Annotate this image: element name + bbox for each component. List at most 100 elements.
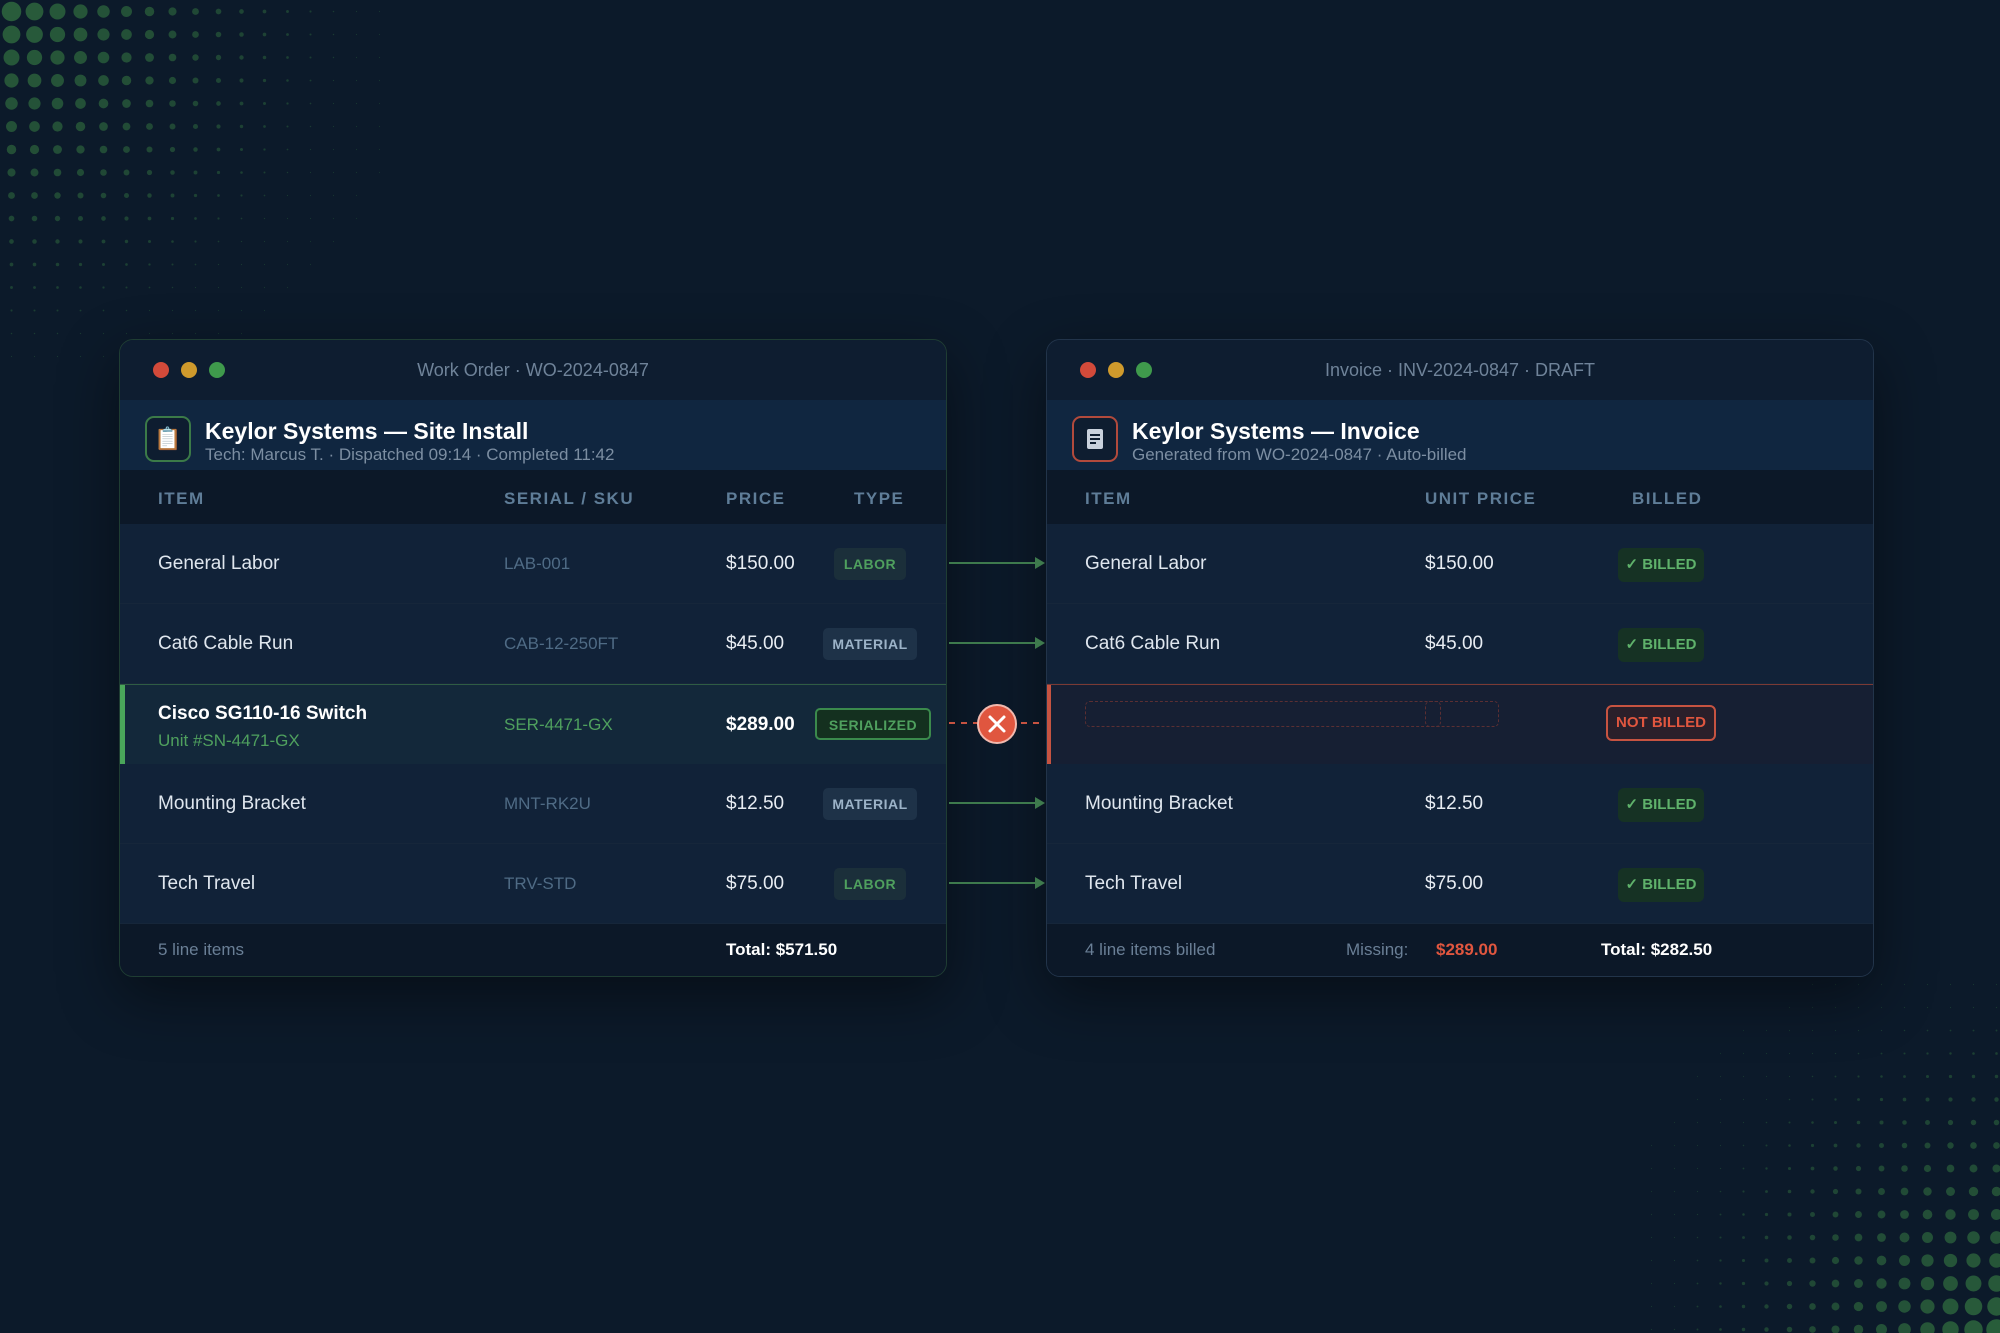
type-badge-labor: LABOR (834, 868, 906, 900)
decor-dot (1764, 1281, 1769, 1286)
decor-dot (215, 54, 222, 61)
decor-dot (378, 102, 381, 105)
table-row[interactable]: General Labor $150.00 ✓ BILLED (1047, 524, 1873, 604)
decor-dot (1696, 1190, 1699, 1193)
decor-dot (9, 239, 14, 244)
decor-dot (1764, 1258, 1769, 1263)
close-window-button[interactable] (153, 362, 169, 378)
billed-badge: ✓ BILLED (1618, 628, 1704, 662)
table-row[interactable]: Tech Travel $75.00 ✓ BILLED (1047, 844, 1873, 924)
decor-dot (262, 32, 267, 37)
decor-dot (1787, 1258, 1792, 1263)
column-header-item[interactable]: ITEM (1085, 489, 1132, 508)
clipboard-icon: 📋 (145, 416, 191, 462)
maximize-window-button[interactable] (209, 362, 225, 378)
decor-dot (1876, 1255, 1887, 1266)
page-subtitle: Generated from WO-2024-0847 · Auto-bille… (1132, 445, 1467, 464)
table-row[interactable]: Tech Travel TRV-STD $75.00 LABOR (120, 844, 946, 924)
decor-dot (378, 33, 381, 36)
decor-dot (1810, 1166, 1815, 1171)
decor-dot (122, 99, 131, 108)
decor-dot (1809, 1234, 1816, 1241)
decor-dot (240, 240, 243, 243)
decor-dot (77, 215, 84, 222)
decor-dot (1902, 1097, 1907, 1102)
decor-dot (1741, 1304, 1746, 1309)
decor-dot (1810, 1212, 1815, 1217)
decor-dot (1903, 1006, 1906, 1009)
decor-dot (148, 263, 151, 266)
decor-dot (194, 217, 197, 220)
decor-dot (1811, 1006, 1814, 1009)
item-price: $150.00 (726, 553, 795, 574)
decor-dot (215, 77, 222, 84)
column-header-price[interactable]: PRICE (726, 489, 786, 508)
minimize-window-button[interactable] (1108, 362, 1124, 378)
decor-dot (79, 309, 82, 312)
decor-dot (1764, 1304, 1769, 1309)
line-item-count: 5 line items (158, 940, 244, 959)
column-header-type[interactable]: TYPE (854, 489, 905, 508)
decor-dot (309, 56, 312, 59)
decor-dot (1854, 1256, 1863, 1265)
decor-dot (49, 26, 66, 43)
decor-dot (79, 332, 82, 335)
column-header-serial[interactable]: SERIAL / SKU (504, 489, 635, 508)
not-billed-badge: NOT BILLED (1606, 705, 1716, 741)
table-row-missing[interactable]: NOT BILLED (1047, 684, 1873, 765)
decor-dot (97, 28, 110, 41)
decor-dot (309, 33, 312, 36)
decor-dot (26, 26, 43, 43)
decor-dot (309, 240, 312, 243)
decor-dot (1673, 1328, 1676, 1331)
x-glyph (988, 715, 1006, 733)
decor-dot (263, 171, 266, 174)
decor-dot (1901, 1142, 1908, 1149)
decor-dot (6, 144, 17, 155)
decor-dot (1922, 1232, 1933, 1243)
decor-dot (332, 240, 335, 243)
decor-dot (1855, 1188, 1862, 1195)
minimize-window-button[interactable] (181, 362, 197, 378)
decor-dot (332, 171, 335, 174)
decor-dot (1949, 1052, 1952, 1055)
table-row[interactable]: Cat6 Cable Run CAB-12-250FT $45.00 MATER… (120, 604, 946, 684)
decor-dot (10, 332, 13, 335)
table-row-selected[interactable]: Cisco SG110-16 Switch Unit #SN-4471-GX S… (120, 684, 946, 765)
table-row[interactable]: Cat6 Cable Run $45.00 ✓ BILLED (1047, 604, 1873, 684)
decor-dot (240, 332, 243, 335)
table-row[interactable]: Mounting Bracket MNT-RK2U $12.50 MATERIA… (120, 764, 946, 844)
decor-dot (33, 309, 36, 312)
decor-dot (1857, 1098, 1860, 1101)
decor-dot (5, 97, 18, 110)
decor-dot (148, 332, 151, 335)
maximize-window-button[interactable] (1136, 362, 1152, 378)
decor-dot (1719, 1052, 1722, 1055)
close-window-button[interactable] (1080, 362, 1096, 378)
decor-dot (1696, 1098, 1699, 1101)
decor-dot (1947, 1142, 1954, 1149)
decor-dot (240, 286, 243, 289)
item-unit-price: $45.00 (1425, 633, 1484, 654)
table-row[interactable]: Mounting Bracket $12.50 ✓ BILLED (1047, 764, 1873, 844)
decor-dot (76, 168, 85, 177)
column-header-item[interactable]: ITEM (158, 489, 205, 508)
decor-dot (1855, 1211, 1862, 1218)
decor-dot (123, 146, 130, 153)
decor-dot (1903, 1029, 1906, 1032)
decor-dot (263, 148, 266, 151)
decor-dot (194, 309, 197, 312)
table-row[interactable]: General Labor LAB-001 $150.00 LABOR (120, 524, 946, 604)
invoice-titlebar: Invoice · INV-2024-0847 · DRAFT (1047, 340, 1873, 400)
column-header-billed[interactable]: BILLED (1632, 489, 1703, 508)
decor-dot (1650, 1236, 1653, 1239)
decor-dot (1742, 1029, 1745, 1032)
column-header-unit-price[interactable]: UNIT PRICE (1425, 489, 1537, 508)
decor-dot (1719, 1190, 1722, 1193)
decor-dot (1993, 1119, 2000, 1126)
decor-dot (240, 171, 243, 174)
decor-dot (51, 74, 64, 87)
decor-dot (1719, 1282, 1722, 1285)
decor-dot (146, 169, 153, 176)
decor-dot (99, 145, 108, 154)
